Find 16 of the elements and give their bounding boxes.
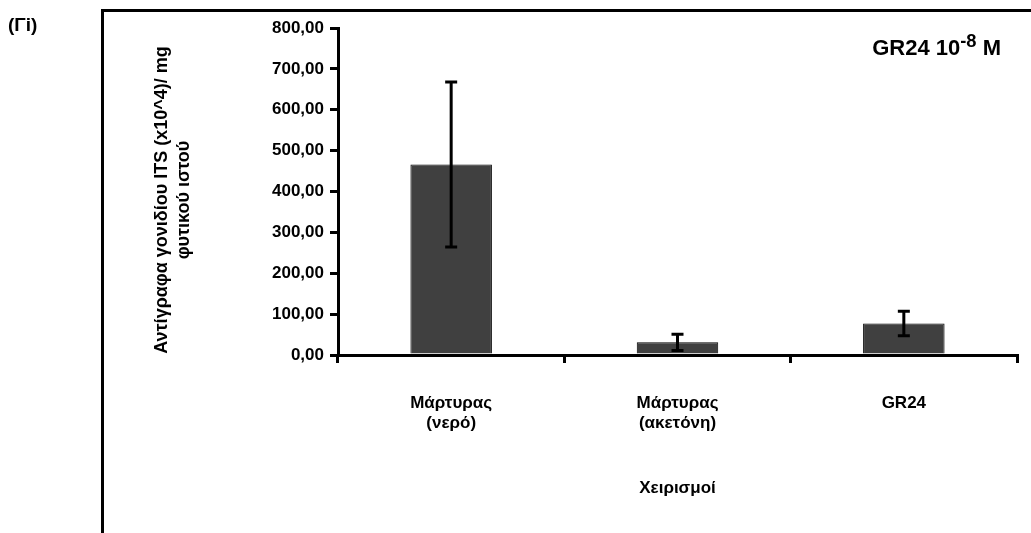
y-tick-label: 200,00: [272, 262, 324, 282]
y-tick-label: 800,00: [272, 17, 324, 37]
x-tick-label: Μάρτυρας (νερό): [410, 392, 493, 433]
chart-title: GR24 10$^{-8}$ M: [872, 30, 1001, 62]
x-tick-label: GR24: [881, 392, 927, 412]
y-tick-label: 300,00: [272, 222, 324, 242]
x-tick-label: Μάρτυρας (ακετόνη): [636, 392, 719, 433]
text: (Γi): [8, 14, 38, 36]
y-tick-label: 700,00: [272, 58, 324, 78]
y-tick-label: 0,00: [290, 344, 324, 364]
y-tick-label: 400,00: [272, 181, 324, 201]
y-tick-label: 600,00: [272, 99, 324, 119]
y-tick-label: 100,00: [272, 303, 324, 323]
x-axis-title: Χειρισμοί: [639, 478, 717, 498]
y-axis-title: Αντίγραφα γονιδίου ITS (x10^4)/ mg φυτικού ιστού: [150, 45, 194, 355]
y-tick-label: 500,00: [272, 140, 324, 160]
